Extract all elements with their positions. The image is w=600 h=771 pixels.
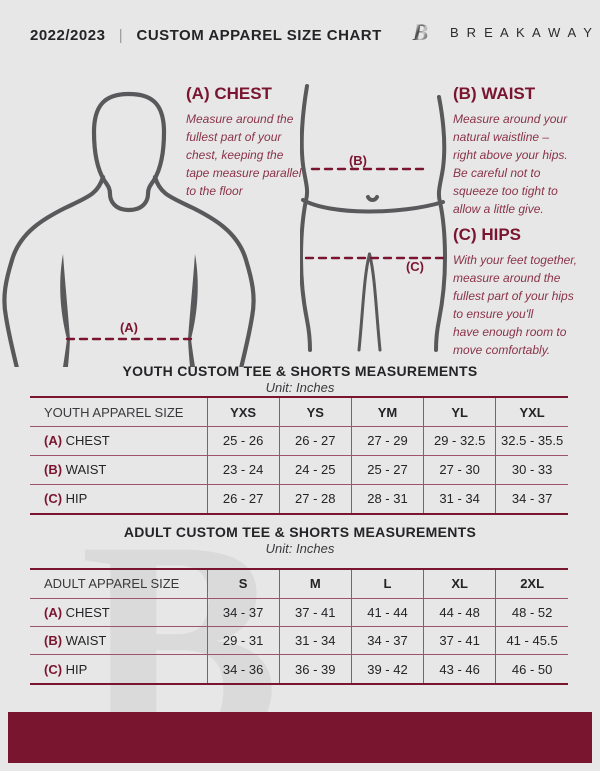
svg-text:(A): (A) [120,320,138,335]
svg-text:B: B [412,20,429,46]
svg-text:(B): (B) [349,153,367,168]
svg-text:(C): (C) [406,259,424,274]
